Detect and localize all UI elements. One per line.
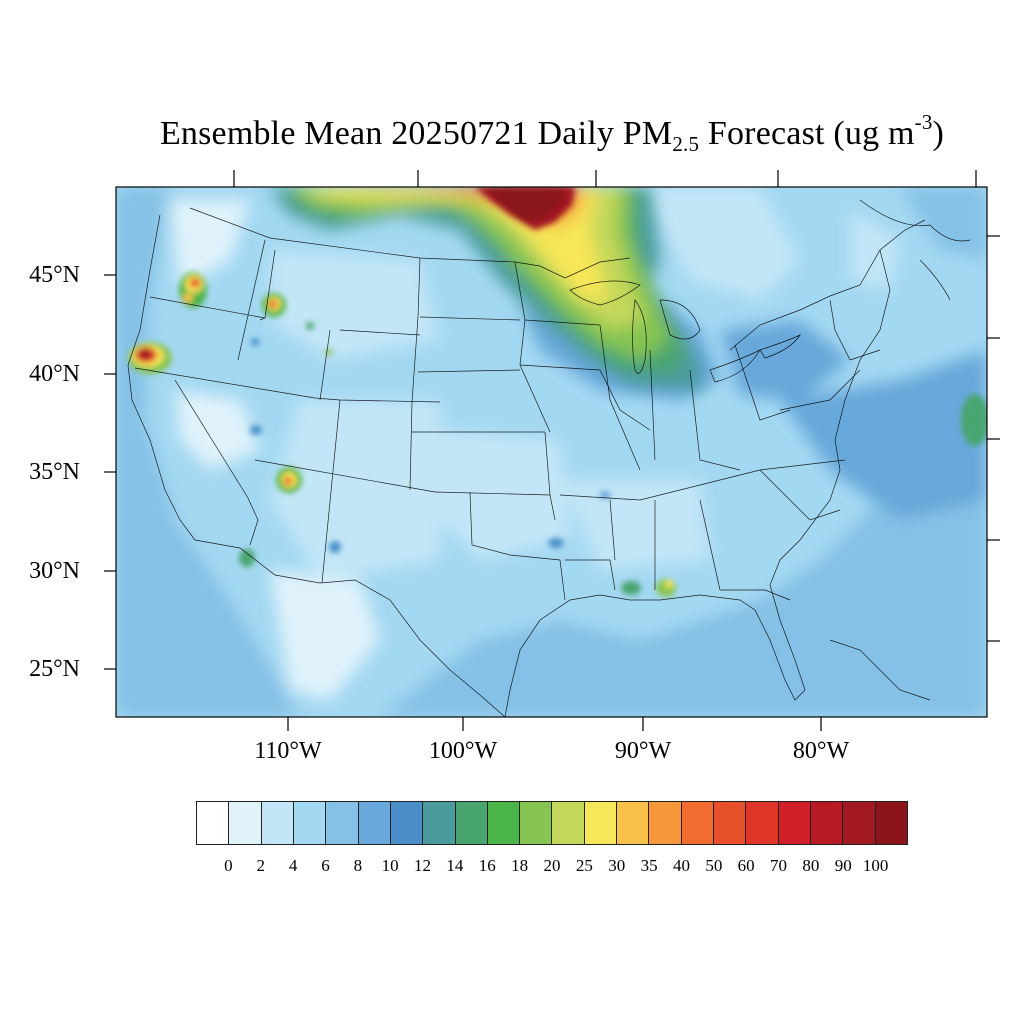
- colorbar-cell: [552, 802, 585, 844]
- colorbar-label: 10: [381, 856, 399, 875]
- colorbar-cell: [617, 802, 650, 844]
- colorbar-label: 50: [705, 856, 723, 875]
- lon-label-90w: 90°W: [614, 738, 672, 764]
- colorbar-label: 18: [511, 856, 529, 875]
- colorbar-label: 0: [224, 856, 233, 875]
- colorbar-cell: [197, 802, 230, 844]
- colorbar-cell: [520, 802, 553, 844]
- colorbar-label: 60: [737, 856, 755, 875]
- colorbar-label: 40: [672, 856, 690, 875]
- map-title: Ensemble Mean 20250721 Daily PM2.5 Forec…: [159, 110, 945, 156]
- colorbar-cell: [875, 802, 907, 844]
- colorbar-label: 100: [862, 856, 889, 875]
- fire-hotspot-arizona: [276, 467, 302, 493]
- map-frame: [115, 186, 988, 718]
- colorbar-cell: [229, 802, 262, 844]
- colorbar-cell: [487, 802, 521, 844]
- colorbar-label: 90: [834, 856, 852, 875]
- lat-label-45n: 45°N: [29, 262, 80, 288]
- lat-label-25n: 25°N: [29, 656, 80, 682]
- colorbar-label: 25: [575, 856, 593, 875]
- colorbar-cell: [390, 802, 424, 844]
- colorbar-cell: [714, 802, 747, 844]
- colorbar-cell: [261, 802, 294, 844]
- smoke-patches-south: [239, 322, 987, 597]
- colorbar-cell: [843, 802, 876, 844]
- lon-label-80w: 80°W: [792, 738, 850, 764]
- colorbar-cell: [778, 802, 811, 844]
- colorbar-cell: [649, 802, 682, 844]
- colorbar-label: 8: [353, 856, 363, 875]
- lon-label-100w: 100°W: [428, 738, 498, 764]
- colorbar-cell: [681, 802, 714, 844]
- colorbar-label: 20: [543, 856, 561, 875]
- colorbar-cell: [746, 802, 779, 844]
- colorbar-label: 12: [414, 856, 432, 875]
- colorbar-label: 2: [256, 856, 265, 875]
- colorbar-cell: [293, 802, 327, 844]
- colorbar-label: 6: [321, 856, 330, 875]
- colorbar: [196, 801, 908, 845]
- colorbar-label: 70: [770, 856, 788, 875]
- colorbar-label: 35: [640, 856, 658, 875]
- fire-hotspot-idaho-central: [262, 293, 286, 317]
- fire-hotspot-idaho-north: [179, 272, 207, 308]
- lat-label-40n: 40°N: [29, 361, 80, 387]
- colorbar-label: 80: [802, 856, 820, 875]
- axis-ticks: [104, 170, 1000, 731]
- colorbar-cell: [423, 802, 456, 844]
- concentration-field: [116, 187, 987, 717]
- colorbar-cell: [358, 802, 391, 844]
- lat-label-35n: 35°N: [29, 459, 80, 485]
- colorbar-label: 4: [288, 856, 298, 875]
- lon-label-110w: 110°W: [254, 738, 322, 764]
- colorbar-cell: [326, 802, 359, 844]
- colorbar-cell: [810, 802, 844, 844]
- fire-hotspot-oregon-coast: [128, 342, 172, 374]
- state-boundaries: [127, 199, 971, 717]
- colorbar-cell: [455, 802, 488, 844]
- colorbar-label: 30: [608, 856, 626, 875]
- colorbar-label: 16: [478, 856, 496, 875]
- lat-label-30n: 30°N: [29, 558, 80, 584]
- colorbar-cell: [584, 802, 618, 844]
- colorbar-label: 14: [446, 856, 464, 875]
